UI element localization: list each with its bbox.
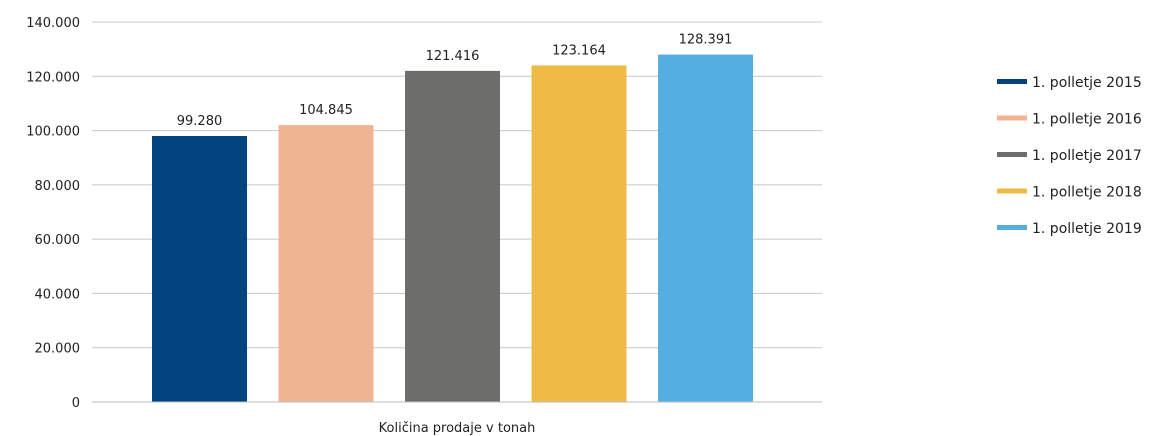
y-tick-label: 0 xyxy=(72,396,80,411)
y-tick-label: 60.000 xyxy=(35,233,81,248)
y-axis-ticks: 0 20.000 40.000 60.000 80.000 100.000 120.000 1… xyxy=(26,16,80,411)
data-label-2018: 123.164 xyxy=(552,43,606,58)
y-tick-label: 120.000 xyxy=(26,70,80,85)
bar-2019 xyxy=(658,54,753,402)
legend-swatch-2015 xyxy=(997,79,1027,84)
data-labels: 99.280 104.845 121.416 123.164 128.391 xyxy=(177,33,733,129)
legend-swatch-2018 xyxy=(997,188,1027,194)
bar-2018 xyxy=(531,65,627,402)
legend-label-2019: 1. polletje 2019 xyxy=(1032,221,1142,237)
data-label-2019: 128.391 xyxy=(679,33,733,48)
legend-label-2015: 1. polletje 2015 xyxy=(1032,75,1142,91)
bar-2017 xyxy=(405,70,500,402)
legend-swatch-2016 xyxy=(997,115,1027,121)
legend-swatch-2017 xyxy=(997,152,1027,157)
x-axis-title: Količina prodaje v tonah xyxy=(379,421,536,436)
bars xyxy=(152,54,753,403)
bar-2016 xyxy=(278,125,374,403)
legend-swatch-2019 xyxy=(997,225,1027,230)
bar-2015 xyxy=(152,136,247,402)
y-tick-label: 100.000 xyxy=(26,125,80,140)
legend: 1. polletje 2015 1. polletje 2016 1. polle… xyxy=(997,75,1142,237)
y-tick-label: 80.000 xyxy=(35,179,81,194)
data-label-2017: 121.416 xyxy=(426,49,480,64)
legend-label-2016: 1. polletje 2016 xyxy=(1032,112,1142,128)
legend-label-2018: 1. polletje 2018 xyxy=(1032,185,1142,201)
legend-label-2017: 1. polletje 2017 xyxy=(1032,148,1142,164)
data-label-2015: 99.280 xyxy=(177,114,223,129)
data-label-2016: 104.845 xyxy=(299,103,353,118)
y-tick-label: 20.000 xyxy=(35,342,81,357)
y-tick-label: 40.000 xyxy=(35,287,81,302)
y-tick-label: 140.000 xyxy=(26,16,80,31)
